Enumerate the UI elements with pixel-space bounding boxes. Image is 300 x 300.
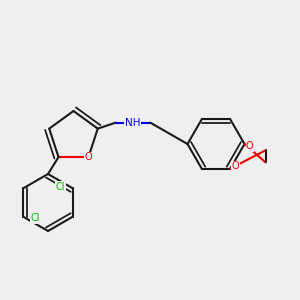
Text: NH: NH <box>124 118 140 128</box>
Text: O: O <box>85 152 92 162</box>
Text: O: O <box>232 161 239 171</box>
Text: O: O <box>246 141 253 152</box>
Text: Cl: Cl <box>31 213 40 223</box>
Text: Cl: Cl <box>56 182 65 192</box>
